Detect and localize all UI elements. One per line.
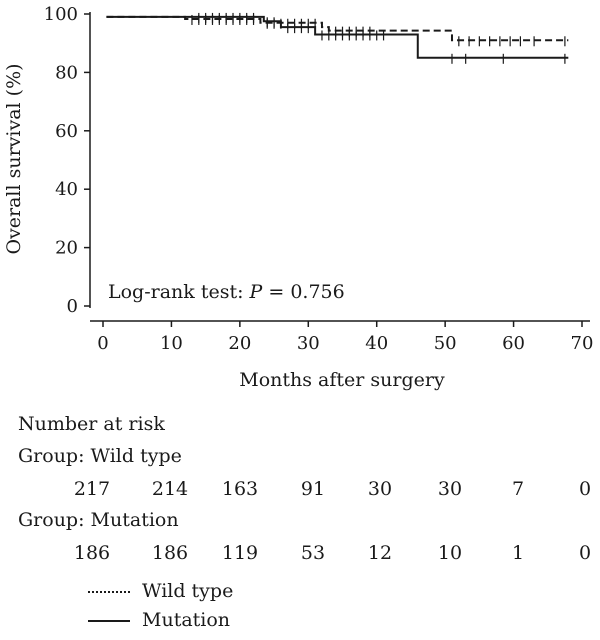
x-axis-label: Months after surgery (239, 369, 445, 391)
y-tick-label: 80 (55, 62, 78, 83)
risk-value: 163 (221, 478, 259, 500)
risk-value: 186 (73, 542, 111, 564)
legend-item: Mutation (88, 609, 230, 631)
risk-table-title: Number at risk (18, 413, 165, 435)
legend-item: Wild type (88, 580, 233, 602)
x-tick-label: 40 (365, 333, 388, 354)
risk-table: Number at risk Group: Wild type 217 214 163 9… (0, 405, 600, 640)
risk-group-label: Group: Mutation (18, 509, 179, 531)
legend-label: Wild type (142, 580, 234, 602)
logrank-p-symbol: P (249, 281, 264, 303)
risk-value: 30 (367, 478, 393, 500)
risk-value: 214 (151, 478, 189, 500)
x-tick-label: 10 (160, 333, 183, 354)
risk-group-label: Group: Wild type (18, 445, 182, 467)
y-tick-label: 40 (55, 179, 78, 200)
y-axis-label: Overall survival (%) (3, 63, 25, 254)
series-layer (106, 12, 569, 64)
legend-swatch (88, 591, 130, 593)
risk-value: 119 (221, 542, 259, 564)
legend-label: Mutation (142, 609, 231, 631)
x-tick-label: 20 (228, 333, 251, 354)
logrank-value: = 0.756 (262, 281, 344, 303)
x-tick-label: 0 (97, 333, 108, 354)
survival-chart: Overall survival (%) Months after surger… (3, 4, 594, 391)
axes: 0 10 20 30 40 50 60 70 0 20 40 60 80 100 (44, 4, 594, 354)
risk-value: 30 (437, 478, 463, 500)
risk-value: 186 (151, 542, 189, 564)
risk-value: 53 (300, 542, 326, 564)
x-tick-label: 60 (502, 333, 525, 354)
series-line-wild-type (106, 15, 569, 42)
y-tick-label: 60 (55, 121, 78, 142)
legend-swatch (88, 620, 130, 622)
risk-value: 7 (511, 478, 525, 500)
logrank-prefix: Log-rank test: (108, 281, 250, 303)
risk-value: 0 (578, 542, 592, 564)
risk-value: 10 (437, 542, 463, 564)
risk-value: 1 (511, 542, 525, 564)
logrank-annotation: Log-rank test: P = 0.756 (108, 281, 345, 303)
y-tick-label: 20 (55, 238, 78, 259)
risk-value: 91 (300, 478, 326, 500)
risk-value: 0 (578, 478, 592, 500)
risk-value: 12 (367, 542, 393, 564)
y-tick-label: 100 (44, 4, 78, 25)
x-tick-label: 70 (571, 333, 594, 354)
risk-value: 217 (73, 478, 111, 500)
y-tick-label: 0 (67, 296, 78, 317)
x-tick-label: 50 (434, 333, 457, 354)
x-tick-label: 30 (297, 333, 320, 354)
series-line-mutation (106, 15, 569, 59)
